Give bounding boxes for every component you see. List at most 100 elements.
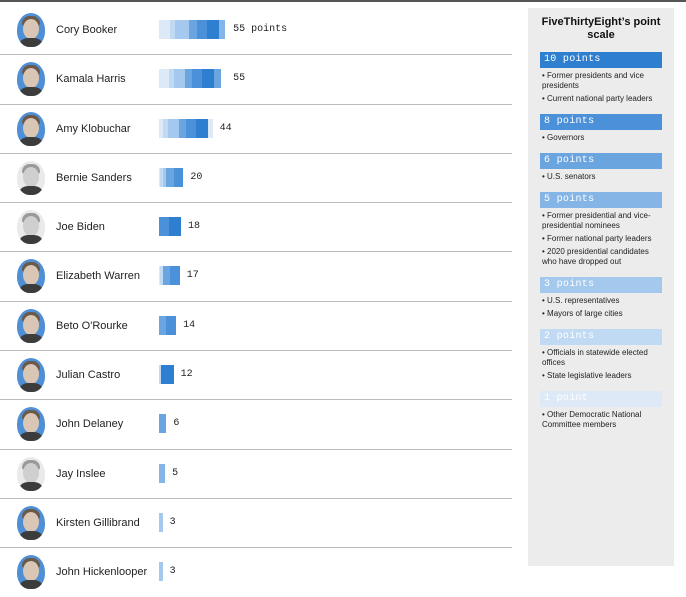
endorsement-segment: [169, 266, 180, 286]
endorsement-segment: [160, 118, 162, 138]
endorsement-segment: [159, 217, 169, 237]
endorsement-segment: [159, 266, 161, 286]
endorsement-segment: [161, 69, 163, 89]
candidate-name: John Hickenlooper: [56, 566, 148, 579]
candidate-name: Kamala Harris: [56, 73, 126, 86]
endorsement-segment: [185, 20, 190, 39]
endorsement-segment: [218, 20, 225, 39]
legend-tier: 1 point • Other Democratic National Commi…: [540, 391, 662, 430]
legend-title: FiveThirtyEight’s point scale: [541, 16, 661, 41]
endorsement-bar: [159, 463, 166, 483]
legend-tier-item: • Officials in statewide elected offices: [542, 348, 648, 367]
candidate-row: Beto O'Rourke 14: [0, 302, 512, 352]
endorsement-bar: [159, 512, 163, 532]
legend-tier-item: • State legislative leaders: [542, 371, 632, 380]
endorsement-segment: [162, 20, 164, 39]
legend-tier: 2 points • Officials in statewide elected…: [540, 329, 662, 381]
endorsement-segment: [165, 20, 167, 39]
legend-tier-label: 2 points: [540, 329, 662, 345]
candidate-row: Joe Biden 18: [0, 203, 512, 253]
points-label: 55: [233, 73, 246, 85]
candidate-row: Bernie Sanders 20: [0, 154, 512, 204]
endorsement-segment: [159, 414, 167, 434]
legend-tier-item: • Former national party leaders: [542, 234, 652, 243]
endorsement-segment: [173, 69, 178, 89]
legend-tier-label: 6 points: [540, 153, 662, 169]
endorsement-segment: [206, 20, 219, 39]
candidate-row: John Hickenlooper 3: [0, 548, 512, 596]
endorsement-segment: [191, 69, 202, 89]
candidate-portrait-icon: [17, 259, 45, 294]
endorsement-segment: [171, 118, 175, 138]
endorsement-segment: [184, 69, 192, 89]
candidate-name: Beto O'Rourke: [56, 319, 128, 332]
endorsement-segment: [160, 20, 162, 39]
candidate-name: Elizabeth Warren: [56, 270, 140, 283]
legend-tier: 3 points • U.S. representatives • Mayors o…: [540, 277, 662, 319]
endorsement-bar: [159, 562, 163, 582]
endorsement-segment: [174, 20, 179, 39]
endorsement-bar: [159, 315, 177, 335]
legend-tier-item: • Former presidential and vice-president…: [542, 211, 651, 230]
endorsement-segment: [185, 118, 196, 138]
candidate-portrait-icon: [17, 308, 45, 343]
endorsement-segment: [161, 365, 174, 385]
points-label: 3: [169, 566, 176, 578]
candidate-row: Amy Klobuchar 44: [0, 105, 512, 154]
points-label: 5: [172, 467, 179, 479]
endorsement-segment: [166, 315, 177, 335]
legend-tier: 6 points • U.S. senators: [540, 153, 662, 182]
candidate-row: Kirsten Gillibrand 3: [0, 499, 512, 549]
candidate-portrait-icon: [17, 505, 45, 540]
candidate-row: John Delaney 6: [0, 400, 512, 450]
endorsement-segment: [159, 463, 166, 483]
points-label: 12: [180, 369, 193, 381]
candidate-name: Cory Booker: [56, 24, 118, 36]
legend-tier: 5 points • Former presidential and vice-p…: [540, 192, 662, 267]
endorsement-segment: [196, 20, 207, 39]
endorsement-segment: [165, 69, 167, 89]
points-label: 14: [183, 319, 196, 331]
endorsement-segment: [178, 20, 183, 39]
legend-tier-item: • Former presidents and vice presidents: [542, 71, 644, 90]
legend-tier-label: 8 points: [540, 114, 662, 130]
endorsement-bar: [159, 266, 180, 286]
endorsement-segment: [165, 118, 168, 138]
candidate-portrait-icon: [17, 160, 45, 195]
endorsement-segment: [207, 118, 213, 138]
candidate-row: Kamala Harris 55: [0, 55, 512, 105]
endorsement-segment: [159, 118, 161, 138]
endorsement-segment: [174, 118, 179, 138]
endorsement-bar: [159, 414, 167, 434]
endorsement-segment: [159, 20, 161, 39]
points-label: 18: [187, 221, 200, 233]
candidate-name: Amy Klobuchar: [56, 122, 131, 135]
endorsement-segment: [162, 118, 166, 138]
endorsement-segment: [167, 69, 169, 89]
endorsement-segment: [163, 20, 166, 39]
candidate-portrait-icon: [17, 62, 45, 97]
endorsement-segment: [195, 118, 208, 138]
endorsement-segment: [168, 20, 170, 39]
legend-tier-label: 5 points: [540, 192, 662, 208]
endorsement-segment: [182, 20, 186, 39]
candidate-name: Kirsten Gillibrand: [56, 516, 140, 529]
endorsement-segment: [161, 20, 163, 39]
candidate-name: Julian Castro: [56, 369, 121, 382]
endorsement-bar: [159, 365, 174, 385]
endorsement-segment: [213, 69, 222, 89]
candidate-portrait-icon: [17, 13, 45, 47]
endorsement-segment: [178, 118, 186, 138]
candidate-portrait-icon: [17, 111, 45, 146]
endorsement-segment: [162, 69, 164, 89]
points-label: 44: [219, 122, 232, 134]
endorsement-segment: [168, 217, 181, 237]
endorsement-segment: [166, 69, 168, 89]
endorsement-segment: [160, 69, 162, 89]
endorsement-segment: [159, 167, 161, 187]
endorsement-bar: [159, 69, 222, 89]
candidate-row: Cory Booker 55 points: [0, 6, 512, 56]
point-scale-legend: FiveThirtyEight’s point scale 10 points •…: [528, 8, 674, 566]
endorsement-segment: [177, 69, 181, 89]
candidate-portrait-icon: [17, 210, 45, 245]
